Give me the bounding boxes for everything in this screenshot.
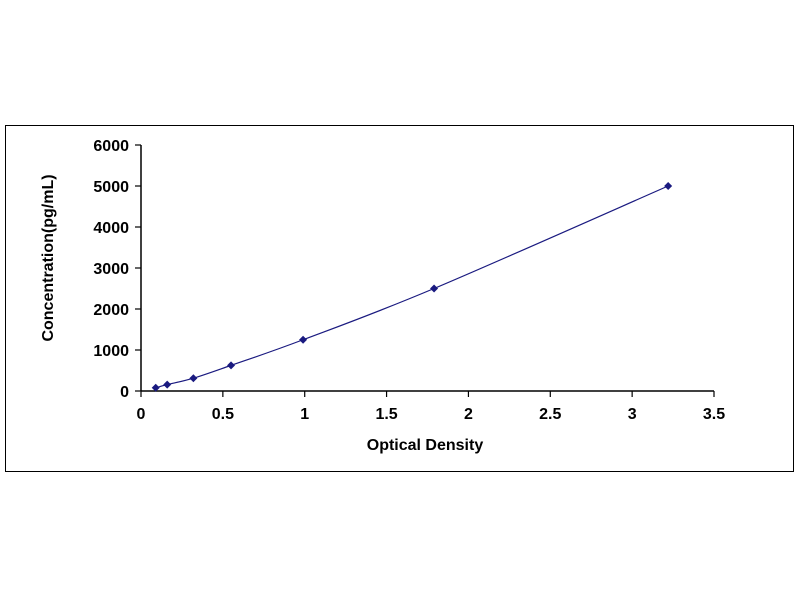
data-point-marker <box>430 284 439 293</box>
y-tick-label: 4000 <box>93 220 129 237</box>
y-tick-label: 3000 <box>93 261 129 278</box>
x-tick-label: 3 <box>628 406 637 423</box>
x-tick-label: 2.5 <box>539 406 561 423</box>
data-point-marker <box>299 335 308 344</box>
data-point-marker <box>227 361 236 370</box>
x-tick-label: 0.5 <box>212 406 234 423</box>
x-axis-title: Optical Density <box>367 437 484 454</box>
y-tick-label: 6000 <box>93 138 129 155</box>
x-tick-label: 0 <box>137 406 146 423</box>
fit-curve <box>155 185 669 389</box>
data-point-marker <box>151 383 160 392</box>
x-tick-label: 1.5 <box>375 406 397 423</box>
y-tick-label: 0 <box>120 384 129 401</box>
data-point-marker <box>163 380 172 389</box>
x-tick-label: 1 <box>300 406 309 423</box>
y-tick-label: 1000 <box>93 343 129 360</box>
chart-frame <box>5 125 794 472</box>
data-point-marker <box>189 374 198 383</box>
x-tick-label: 2 <box>464 406 473 423</box>
data-point-marker <box>664 182 673 190</box>
x-tick-label: 3.5 <box>703 406 725 423</box>
y-axis-title: Concentration(pg/mL) <box>40 174 57 341</box>
y-tick-label: 5000 <box>93 179 129 196</box>
y-tick-label: 2000 <box>93 302 129 319</box>
